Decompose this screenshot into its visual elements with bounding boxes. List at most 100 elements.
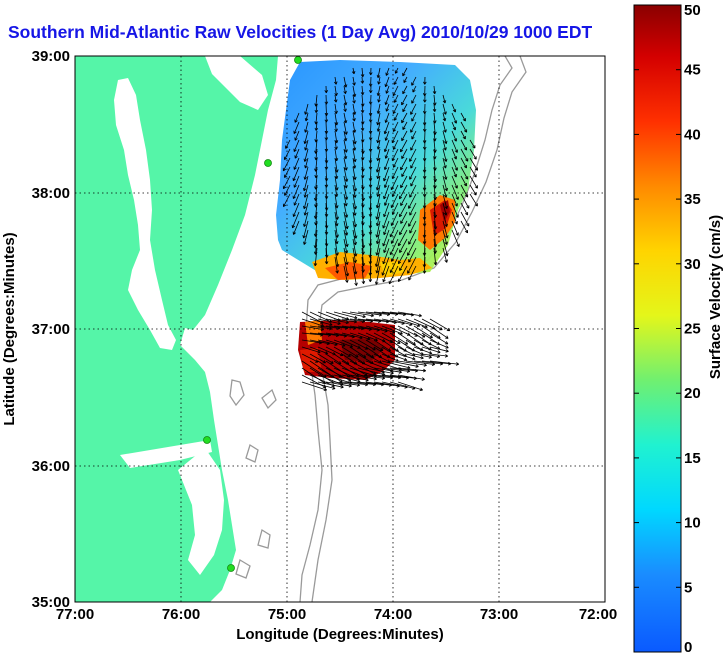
velocity-arrow <box>442 112 447 122</box>
velocity-arrow <box>409 166 417 180</box>
velocity-arrow <box>389 256 399 274</box>
velocity-arrow <box>382 265 390 283</box>
velocity-arrow <box>451 103 457 113</box>
velocity-arrow <box>333 311 358 320</box>
velocity-arrow <box>343 139 348 153</box>
velocity-arrow <box>460 130 466 140</box>
velocity-arrow <box>343 121 348 135</box>
velocity-arrow <box>410 175 417 187</box>
velocity-arrow <box>451 148 458 160</box>
velocity-arrow <box>383 202 390 218</box>
velocity-arrow <box>384 148 390 159</box>
velocity-arrow <box>397 353 416 361</box>
velocity-arrow <box>451 139 458 153</box>
velocity-arrow <box>410 139 417 151</box>
colorbar-tick-label: 25 <box>684 321 701 338</box>
velocity-arrow <box>382 247 390 265</box>
velocity-arrow <box>405 353 424 360</box>
velocity-arrow <box>293 175 300 188</box>
velocity-arrow <box>393 76 399 85</box>
velocity-arrow <box>352 139 357 151</box>
velocity-arrow <box>303 193 309 210</box>
y-axis-label: Latitude (Degrees:Minutes) <box>1 232 18 425</box>
station-marker <box>227 564 235 572</box>
velocity-arrow <box>317 318 341 326</box>
velocity-arrow <box>343 130 348 142</box>
x-axis-label: Longitude (Degrees:Minutes) <box>236 626 444 643</box>
velocity-arrow <box>314 121 319 131</box>
velocity-arrow <box>360 103 365 113</box>
velocity-arrow <box>413 325 433 339</box>
velocity-arrow <box>432 85 437 95</box>
velocity-arrow <box>375 202 381 220</box>
velocity-vectors <box>282 67 478 392</box>
colorbar-tick-label: 45 <box>684 62 701 79</box>
velocity-arrow <box>377 94 381 103</box>
velocity-arrow <box>398 265 408 283</box>
colorbar-tick-label: 0 <box>684 639 692 656</box>
velocity-arrow <box>460 184 469 198</box>
velocity-arrow <box>451 112 458 124</box>
velocity-arrow <box>410 103 417 115</box>
velocity-arrow <box>343 256 350 277</box>
velocity-arrow <box>432 112 437 124</box>
velocity-arrow <box>374 265 381 285</box>
velocity-arrow <box>368 67 373 76</box>
velocity-arrow <box>442 121 447 133</box>
velocity-arrow <box>460 211 470 227</box>
velocity-arrow <box>451 220 459 236</box>
colorbar-tick-label: 50 <box>684 2 701 19</box>
velocity-arrow <box>442 229 448 245</box>
velocity-arrow <box>411 76 417 86</box>
velocity-arrow <box>365 339 384 352</box>
velocity-arrow <box>442 202 448 216</box>
velocity-arrow <box>451 229 460 247</box>
velocity-arrow <box>341 374 369 382</box>
velocity-arrow <box>402 85 408 95</box>
velocity-arrow <box>451 193 458 207</box>
velocity-arrow <box>393 112 399 121</box>
velocity-arrow <box>389 360 419 368</box>
velocity-arrow <box>411 130 417 140</box>
velocity-arrow <box>451 121 457 131</box>
velocity-arrow <box>402 121 408 130</box>
velocity-arrow <box>375 211 381 227</box>
velocity-arrow <box>368 94 373 105</box>
velocity-arrow <box>360 76 365 84</box>
velocity-arrow <box>413 353 432 359</box>
velocity-arrow <box>343 166 349 182</box>
colorbar-tick-label: 15 <box>684 450 701 467</box>
velocity-arrow <box>469 166 477 178</box>
x-tick-label: 73:00 <box>480 606 518 623</box>
velocity-arrow <box>442 157 447 169</box>
velocity-arrow <box>397 311 422 318</box>
velocity-arrow <box>442 184 448 198</box>
velocity-arrow <box>293 157 300 170</box>
velocity-arrow <box>408 247 417 263</box>
x-tick-label: 75:00 <box>268 606 306 623</box>
velocity-arrow <box>421 346 441 354</box>
velocity-arrow <box>303 130 309 144</box>
velocity-arrow <box>341 311 366 319</box>
velocity-arrow <box>293 139 300 152</box>
velocity-arrow <box>422 256 427 274</box>
x-tick-label: 74:00 <box>374 606 412 623</box>
velocity-arrow <box>309 381 336 390</box>
velocity-arrow <box>429 353 449 358</box>
velocity-arrow <box>317 353 334 364</box>
velocity-arrow <box>451 184 459 200</box>
velocity-arrow <box>343 112 348 124</box>
velocity-arrow <box>382 229 390 247</box>
velocity-arrow <box>383 238 390 253</box>
velocity-arrow <box>382 211 390 229</box>
colorbar: 0 5 10 15 20 25 30 35 40 45 50 Surface Velocity (c… <box>633 2 724 656</box>
velocity-arrow <box>361 265 366 285</box>
velocity-arrow <box>303 211 309 227</box>
velocity-arrow <box>343 193 348 207</box>
velocity-arrow <box>343 220 349 236</box>
velocity-arrow <box>360 121 365 131</box>
velocity-arrow <box>383 175 390 188</box>
velocity-arrow <box>409 220 417 234</box>
colorbar-gradient <box>633 4 682 653</box>
